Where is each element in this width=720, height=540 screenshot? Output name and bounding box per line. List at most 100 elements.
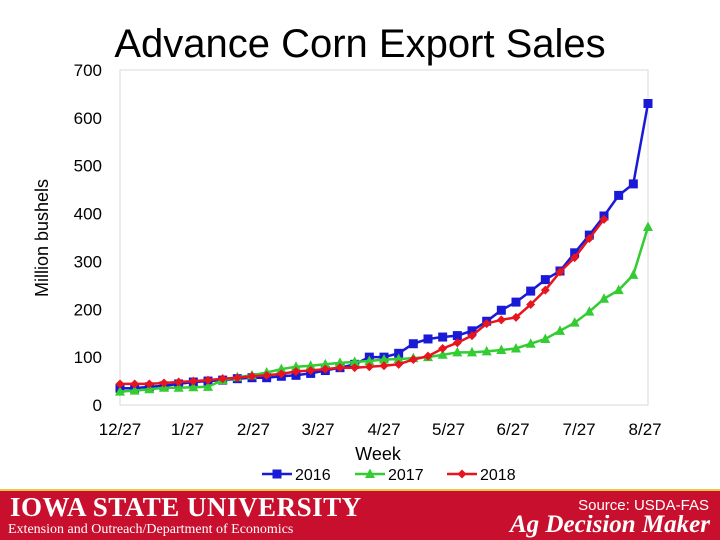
university-logo: Iowa State University xyxy=(10,492,362,522)
data-point-2017 xyxy=(320,358,331,369)
data-point-2016 xyxy=(408,339,418,349)
data-point-2016 xyxy=(570,248,580,258)
data-point-2017 xyxy=(628,269,639,279)
x-tick-label: 4/27 xyxy=(367,420,400,439)
data-point-2017 xyxy=(188,381,199,392)
data-point-2018 xyxy=(291,367,301,376)
data-point-2018 xyxy=(276,369,286,379)
data-point-2018 xyxy=(526,300,536,309)
data-point-2018 xyxy=(335,363,345,373)
data-point-2017 xyxy=(525,338,536,348)
data-point-2016 xyxy=(614,190,624,200)
source-note: Source: USDA-FAS xyxy=(575,496,712,515)
data-point-2018 xyxy=(218,374,228,384)
data-point-2018 xyxy=(496,315,506,325)
data-point-2016 xyxy=(467,326,477,336)
legend-label-2018: 2018 xyxy=(480,467,516,484)
series-2016 xyxy=(115,99,653,393)
data-point-2018 xyxy=(232,373,242,383)
data-point-2018 xyxy=(511,312,521,322)
data-point-2016 xyxy=(540,275,550,285)
y-tick-label: 700 xyxy=(74,61,102,80)
series-line-2016 xyxy=(120,103,650,390)
y-tick-label: 200 xyxy=(74,300,102,319)
chart: 0 100 200 300 400 500 600 700 12/27 1/27 2/27 3/27… xyxy=(32,61,662,484)
data-point-2016 xyxy=(496,305,506,315)
data-point-2018 xyxy=(394,359,404,369)
data-point-2017 xyxy=(144,383,155,394)
x-tick-label: 3/27 xyxy=(301,420,334,439)
data-point-2017 xyxy=(364,355,375,365)
data-point-2017 xyxy=(599,293,609,303)
legend-marker-2016 xyxy=(272,469,282,479)
data-point-2016 xyxy=(643,99,653,108)
x-tick-label: 2/27 xyxy=(237,420,270,439)
x-axis-label: Week xyxy=(355,444,402,464)
data-point-2018 xyxy=(408,355,418,365)
data-point-2017 xyxy=(452,346,463,357)
x-tick-label: 6/27 xyxy=(497,420,530,439)
data-point-2018 xyxy=(599,214,609,224)
data-point-2017 xyxy=(496,344,507,354)
data-point-2018 xyxy=(130,379,140,389)
x-tick-label: 8/27 xyxy=(629,420,662,439)
brand-logo: Ag Decision Maker xyxy=(510,511,710,538)
data-point-2018 xyxy=(452,338,462,348)
data-point-2017 xyxy=(511,343,521,353)
x-tick-label: 12/27 xyxy=(99,420,142,439)
data-point-2018 xyxy=(247,371,257,381)
x-tick-label: 5/27 xyxy=(432,420,465,439)
x-tick-label: 1/27 xyxy=(171,420,204,439)
data-point-2017 xyxy=(643,221,653,231)
x-axis: 12/27 1/27 2/27 3/27 4/27 5/27 6/27 7/27 8/27 xyxy=(99,404,662,439)
data-point-2018 xyxy=(320,364,330,374)
data-point-2016 xyxy=(526,286,536,296)
y-tick-label: 600 xyxy=(74,109,102,128)
legend-label-2017: 2017 xyxy=(388,467,424,484)
data-point-2017 xyxy=(481,345,492,356)
data-point-2017 xyxy=(349,356,360,366)
data-point-2017 xyxy=(555,325,565,335)
y-tick-label: 500 xyxy=(74,157,102,176)
y-axis-label: Million bushels xyxy=(32,179,52,297)
y-axis: 0 100 200 300 400 500 600 700 xyxy=(74,61,102,415)
y-tick-label: 100 xyxy=(74,348,102,367)
data-point-2017 xyxy=(540,333,551,343)
data-point-2018 xyxy=(584,233,594,243)
data-point-2018 xyxy=(306,366,316,376)
data-point-2016 xyxy=(438,332,448,342)
data-point-2018 xyxy=(144,379,154,389)
data-point-2018 xyxy=(555,267,565,277)
y-tick-label: 400 xyxy=(74,205,102,224)
series-line-2018 xyxy=(120,218,605,386)
data-point-2017 xyxy=(584,306,595,316)
legend-label-2016: 2016 xyxy=(295,467,331,484)
data-point-2018 xyxy=(174,377,184,387)
data-point-2018 xyxy=(159,378,169,388)
data-point-2018 xyxy=(570,253,580,263)
data-point-2017 xyxy=(129,385,140,395)
data-point-2017 xyxy=(173,382,184,392)
legend-marker-2017 xyxy=(365,468,375,478)
data-point-2018 xyxy=(423,351,433,361)
data-point-2017 xyxy=(335,357,345,367)
department-text: Extension and Outreach/Department of Eco… xyxy=(8,522,294,537)
data-point-2017 xyxy=(291,361,301,371)
data-point-2017 xyxy=(393,353,404,364)
data-point-2018 xyxy=(482,319,492,329)
data-point-2018 xyxy=(350,363,360,373)
data-point-2018 xyxy=(364,362,374,372)
data-point-2018 xyxy=(203,375,213,385)
data-point-2018 xyxy=(115,379,125,389)
data-point-2017 xyxy=(379,354,389,364)
y-tick-label: 300 xyxy=(74,252,102,271)
series-2018 xyxy=(115,214,609,389)
data-point-2016 xyxy=(394,348,404,358)
x-tick-label: 7/27 xyxy=(563,420,596,439)
data-point-2017 xyxy=(305,360,316,370)
data-point-2018 xyxy=(540,285,550,295)
data-point-2017 xyxy=(437,349,448,359)
data-point-2017 xyxy=(276,363,287,374)
footer-rule xyxy=(0,489,720,491)
data-point-2016 xyxy=(423,334,433,344)
